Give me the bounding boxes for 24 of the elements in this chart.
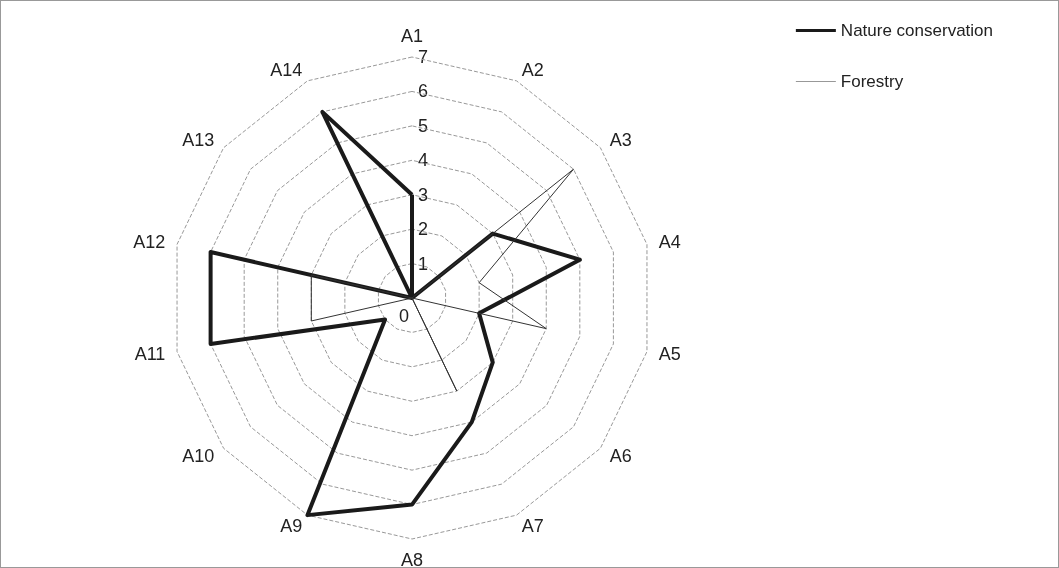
spoke-label: A9	[280, 515, 303, 536]
y-tick-label: 1	[418, 253, 429, 274]
y-tick-label: 5	[418, 115, 429, 136]
y-tick-label: 2	[418, 219, 429, 240]
spoke-label: A8	[400, 550, 424, 568]
spoke-label: A13	[182, 130, 215, 151]
y-tick-label: 6	[418, 81, 429, 102]
spoke-label: A4	[658, 231, 681, 252]
y-tick-label: 3	[418, 184, 429, 205]
spoke-label: A12	[133, 231, 166, 252]
spoke-label: A7	[521, 515, 544, 536]
y-tick-label: 7	[418, 47, 429, 67]
spoke-label: A11	[134, 344, 166, 365]
spoke-label: A6	[609, 445, 632, 466]
legend-label: Nature conservation	[840, 21, 993, 40]
spoke-label: A5	[658, 344, 681, 365]
spoke-label: A14	[270, 60, 303, 81]
spoke-label: A3	[609, 130, 632, 151]
spoke-label: A1	[400, 26, 424, 46]
spoke-label: A10	[182, 445, 215, 466]
legend-label: Forestry	[840, 72, 904, 91]
spoke-label: A2	[521, 60, 544, 81]
y-tick-label: 0	[398, 306, 410, 326]
y-tick-label: 4	[418, 150, 429, 171]
